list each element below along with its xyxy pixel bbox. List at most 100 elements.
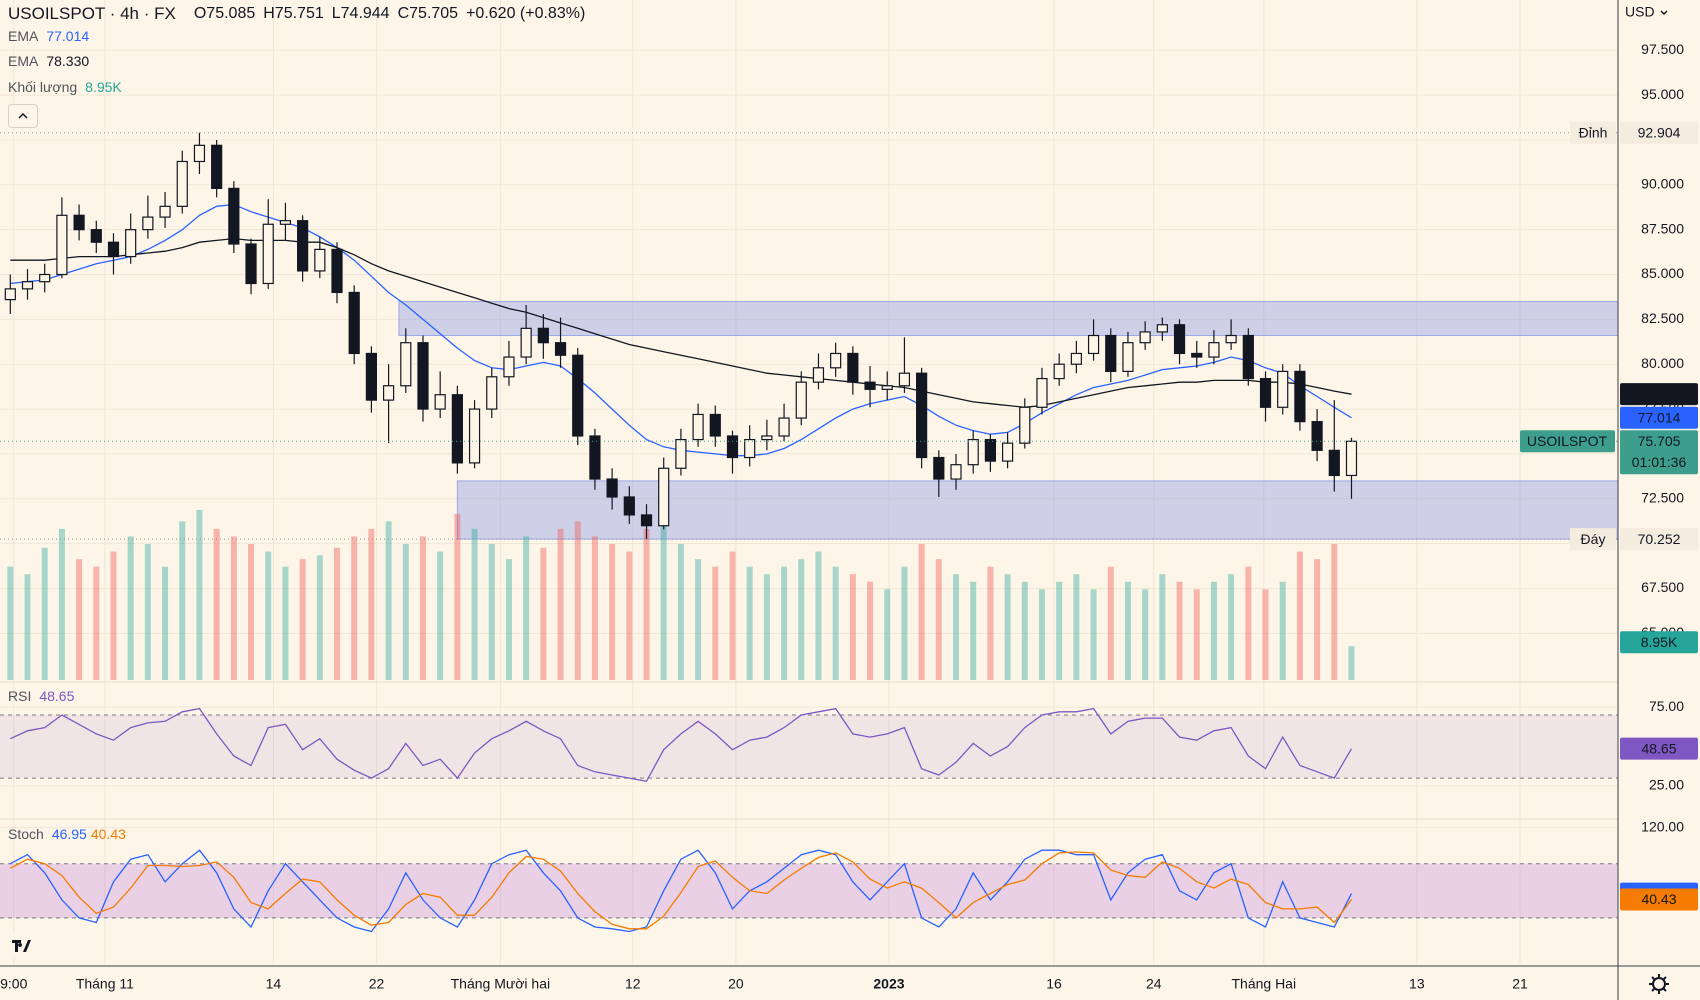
legend-ema[interactable]: EMA 77.014	[8, 28, 89, 44]
candle-body	[1294, 370, 1306, 423]
volume-bar	[1314, 559, 1321, 680]
candle-body	[744, 438, 756, 459]
volume-bar	[196, 510, 203, 680]
volume-bar	[712, 566, 719, 680]
volume-bar	[385, 521, 392, 680]
legend-stoch[interactable]: Stoch 46.95 40.43	[8, 826, 126, 842]
volume-bar	[93, 566, 100, 680]
volume-bar	[58, 528, 65, 680]
series-line	[9, 849, 1353, 933]
candle-body	[400, 342, 412, 387]
field-key: L	[331, 5, 341, 22]
volume-bar	[574, 521, 581, 680]
tradingview-logo[interactable]	[8, 932, 38, 958]
candle-body	[1019, 406, 1031, 444]
series-line	[10, 707, 1353, 783]
volume-bar	[144, 544, 151, 680]
y-tick-label: 82.500	[1641, 310, 1684, 326]
level-name: Đỉnh	[1579, 124, 1608, 140]
volume-bar	[76, 559, 83, 680]
candle-body	[468, 408, 481, 464]
candle-body	[692, 413, 704, 441]
currency: USD	[1625, 4, 1655, 20]
volume-bar	[540, 547, 547, 680]
x-tick-label: 21	[1512, 976, 1528, 992]
volume-bar	[265, 551, 272, 680]
candle-body	[1070, 352, 1082, 365]
candle-body	[778, 417, 790, 437]
candle-body	[107, 241, 120, 258]
legend-rsi[interactable]: RSI 48.65	[8, 688, 74, 704]
candle-body	[21, 281, 34, 290]
candle-body	[726, 435, 739, 459]
volume-bar	[557, 528, 564, 680]
price-tag-label: 77.014	[1638, 409, 1681, 425]
candle-body	[623, 496, 635, 516]
volume-bar	[523, 536, 530, 680]
volume-bar	[953, 574, 960, 680]
field-value: 74.944	[340, 5, 390, 22]
price-tag	[1620, 121, 1698, 144]
volume-bar	[1296, 551, 1303, 680]
candle-body	[1345, 440, 1358, 477]
legend-ema[interactable]: EMA 78.330	[8, 53, 89, 69]
candle-body	[933, 456, 945, 480]
symbol-tag	[1520, 430, 1615, 453]
y-tick-label: 80.000	[1641, 355, 1684, 371]
candle-body	[1311, 421, 1323, 451]
settings-gear[interactable]	[1649, 974, 1669, 994]
price-tag	[1620, 737, 1698, 760]
volume-bar	[1228, 574, 1235, 680]
volume-bar	[763, 574, 770, 680]
field-value: 75.705	[409, 5, 459, 22]
candle-body	[606, 478, 618, 498]
candle-body	[73, 214, 85, 231]
volume-bar	[1262, 589, 1269, 680]
volume-bar	[781, 566, 788, 680]
volume-bar	[901, 566, 908, 680]
volume-bar	[41, 547, 48, 680]
candle-body	[434, 394, 446, 410]
collapse-button[interactable]	[8, 104, 38, 128]
candle-body	[382, 385, 395, 401]
volume-bar	[299, 559, 306, 680]
symbol-header: USOILSPOT · 4h · FX O75.085 H75.751 L74.…	[8, 4, 585, 24]
price-tag-label: 70.252	[1638, 531, 1681, 547]
x-tick-label: 13	[1409, 976, 1425, 992]
last-price-tag	[1620, 430, 1698, 475]
price-tag	[1620, 631, 1698, 654]
last-price-label: 75.705	[1638, 433, 1681, 449]
legend-value: 48.65	[39, 688, 75, 704]
candle-body	[967, 438, 979, 466]
legend-volume[interactable]: Khối lượng 8.95K	[8, 79, 122, 95]
x-tick-label: 24	[1146, 976, 1162, 992]
level-name-bg	[1570, 121, 1616, 144]
dropdown-chevron	[1660, 10, 1668, 16]
band-fill	[0, 714, 1618, 779]
candle-body	[795, 381, 807, 419]
y-tick-label: 72.500	[1641, 489, 1684, 505]
candle-body	[245, 243, 257, 285]
volume-bar	[1107, 566, 1114, 680]
volume-bar	[368, 528, 375, 680]
candle-body	[950, 464, 962, 480]
ohlc-field: C75.705	[398, 5, 459, 23]
price-tag	[1620, 406, 1698, 429]
volume-bar	[282, 566, 289, 680]
legend-value: 77.014	[46, 28, 90, 44]
volume-bar	[884, 589, 891, 680]
volume-bar	[643, 528, 650, 680]
candle-body	[39, 273, 51, 283]
currency-menu[interactable]: USD	[1625, 4, 1668, 20]
candle-body	[520, 327, 532, 358]
volume-bar	[1159, 574, 1166, 680]
price-tag	[1620, 888, 1698, 911]
volume-bar	[815, 551, 822, 680]
candle-body	[193, 144, 206, 163]
volume-bar	[626, 551, 633, 680]
legend-name: EMA	[8, 53, 39, 69]
x-tick-label: 14	[266, 976, 282, 992]
candle-body	[1259, 377, 1272, 408]
legend-value: 46.95	[51, 826, 87, 842]
volume-bar	[24, 574, 31, 680]
